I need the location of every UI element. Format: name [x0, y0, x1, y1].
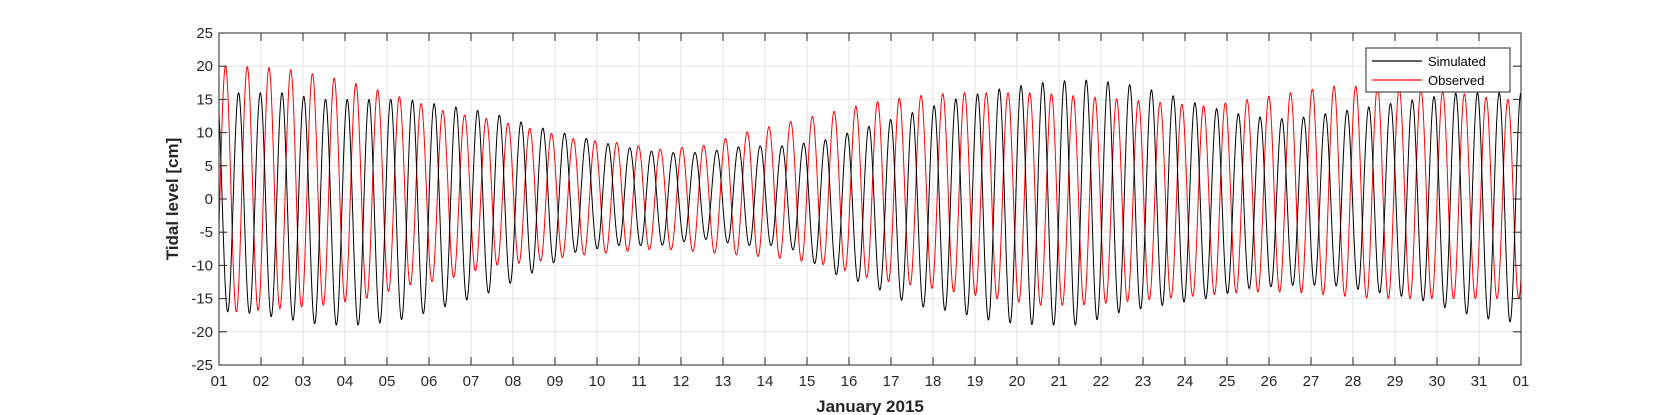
- x-tick-label: 11: [631, 373, 647, 390]
- x-tick-label: 06: [421, 373, 438, 390]
- y-tick-label: -20: [191, 324, 213, 341]
- x-tick-label: 05: [379, 373, 396, 390]
- x-tick-label: 31: [1471, 373, 1488, 390]
- x-tick-label: 01: [1513, 373, 1530, 390]
- x-tick-label: 28: [1345, 373, 1362, 390]
- x-tick-label: 02: [253, 373, 270, 390]
- legend-label-simulated: Simulated: [1428, 54, 1486, 69]
- x-tick-label: 27: [1303, 373, 1320, 390]
- y-axis-label: Tidal level [cm]: [163, 138, 182, 261]
- x-tick-label: 04: [337, 373, 354, 390]
- y-tick-label: 10: [196, 125, 213, 142]
- x-tick-label: 23: [1135, 373, 1152, 390]
- tick-marks: [218, 32, 1522, 366]
- y-tick-label: -25: [191, 357, 213, 374]
- x-tick-label: 03: [295, 373, 312, 390]
- x-tick-label: 22: [1093, 373, 1110, 390]
- y-tick-label: -10: [191, 257, 213, 274]
- x-tick-label: 08: [505, 373, 522, 390]
- y-tick-label: 20: [196, 58, 213, 75]
- x-tick-label: 17: [883, 373, 900, 390]
- y-tick-label: 15: [196, 91, 213, 108]
- y-tick-label: -15: [191, 291, 213, 308]
- x-tick-label: 12: [673, 373, 690, 390]
- x-tick-label: 29: [1387, 373, 1404, 390]
- x-axis-label: January 2015: [816, 397, 924, 415]
- x-tick-label: 07: [463, 373, 480, 390]
- x-tick-labels: 01 02 03 04 05 06 07 08 09 10 11 12 13 14 15 16 17 18 19 20…: [211, 373, 1530, 390]
- legend: Simulated Observed: [1365, 47, 1511, 93]
- x-tick-label: 25: [1219, 373, 1236, 390]
- x-tick-label: 26: [1261, 373, 1278, 390]
- x-tick-label: 13: [715, 373, 732, 390]
- y-tick-label: 0: [205, 191, 213, 208]
- x-tick-label: 20: [1009, 373, 1026, 390]
- y-tick-label: 25: [196, 25, 213, 42]
- legend-label-observed: Observed: [1428, 73, 1484, 88]
- x-tick-label: 30: [1429, 373, 1446, 390]
- y-tick-labels: -25 -20 -15 -10 -5 0 5 10 15 20 25: [191, 25, 213, 374]
- x-tick-label: 18: [925, 373, 942, 390]
- x-tick-label: 10: [589, 373, 606, 390]
- x-tick-label: 09: [547, 373, 564, 390]
- series-line-observed: [218, 65, 1522, 313]
- x-tick-label: 01: [211, 373, 228, 390]
- y-tick-label: -5: [200, 224, 213, 241]
- x-tick-label: 19: [967, 373, 984, 390]
- x-tick-label: 14: [757, 373, 774, 390]
- grid: [219, 33, 1521, 365]
- series-layer: [218, 65, 1522, 326]
- y-tick-label: 5: [205, 158, 213, 175]
- series-line-simulated: [218, 79, 1522, 326]
- x-tick-label: 21: [1051, 373, 1068, 390]
- x-tick-label: 15: [799, 373, 816, 390]
- x-tick-label: 24: [1177, 373, 1194, 390]
- legend-box: [1365, 47, 1511, 93]
- x-tick-label: 16: [841, 373, 858, 390]
